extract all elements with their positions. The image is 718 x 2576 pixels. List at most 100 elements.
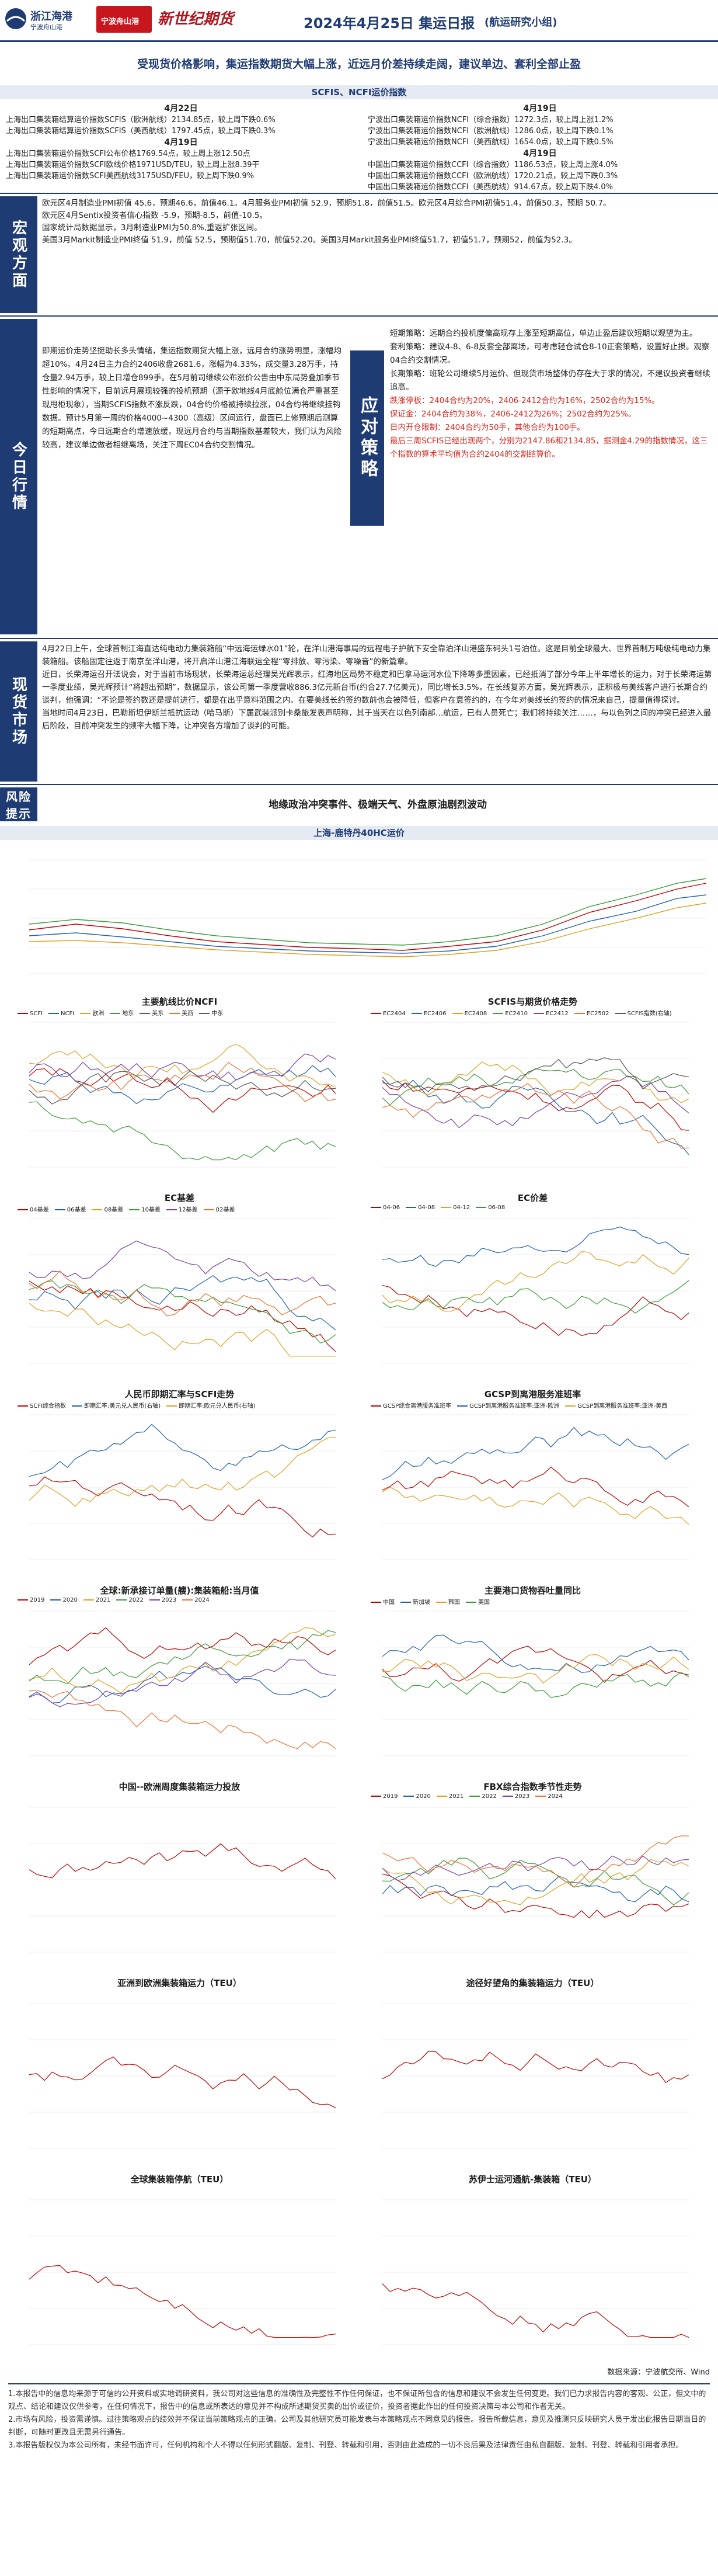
legend-swatch xyxy=(169,1013,180,1014)
legend-swatch xyxy=(149,1599,160,1601)
series-line xyxy=(29,1303,336,1357)
legend-swatch xyxy=(411,1013,422,1014)
chart-c14: 苏伊士运河通航-集装箱（TEU） xyxy=(359,2171,706,2362)
index-left-panel: 4月22日 上海出口集装箱结算运价指数SCFIS（欧洲航线）2134.85点，较… xyxy=(6,103,356,182)
legend-swatch xyxy=(574,1013,585,1014)
spot-line: 近日，长荣海运召开法说会，对于当前市场现状，长荣海运总经理吴光辉表示，红海地区局… xyxy=(42,670,712,705)
legend-label: 2020 xyxy=(416,1793,431,1800)
legend-swatch xyxy=(203,1209,214,1210)
legend-entry: 2020 xyxy=(50,1597,78,1603)
ningbo-logo: 宁波舟山港 xyxy=(96,6,152,33)
spot-body: 4月22日上午，全球首制江海直达纯电动力集装箱船“中远海运绿水01”轮，在洋山港… xyxy=(42,643,713,732)
today-label: 今日行情 xyxy=(0,319,37,634)
chart-c10: FBX综合指数季节性走势 2019 2020 2021 2022 2023 2024 xyxy=(359,1778,706,1970)
futures-logo: 新世纪期货 xyxy=(158,11,234,28)
legend-swatch xyxy=(182,1599,193,1601)
index-right-line: 宁波出口集装箱运价指数NCFI（欧洲航线）1286.0点，较上周下跌0.1% xyxy=(368,127,614,136)
legend-swatch xyxy=(436,1796,447,1797)
chart-legend: 中国 新加坡 韩国 美国 xyxy=(371,1597,496,1606)
legend-swatch xyxy=(129,1209,140,1210)
legend-entry: SCFI综合指数 xyxy=(18,1401,66,1409)
legend-label: 2023 xyxy=(514,1793,530,1800)
legend-label: 10基差 xyxy=(141,1207,161,1213)
divider xyxy=(0,784,718,785)
series-line xyxy=(29,1437,336,1507)
chart-title: 全球:新承接订单量(艘):集装箱船:当月值 xyxy=(100,1585,259,1596)
legend-swatch xyxy=(166,1405,177,1407)
series-line xyxy=(29,1070,336,1105)
series-line xyxy=(382,1280,689,1314)
report-tag: (航运研究小组) xyxy=(485,16,557,29)
legend-label: GCSP到离港服务准班率:亚洲-欧洲 xyxy=(469,1403,560,1409)
legend-swatch xyxy=(18,1599,28,1601)
macro-line: 国家统计局数据显示，3月制造业PMI为50.8%,重返扩张区间。 xyxy=(42,223,262,232)
legend-label: GCSP到离港服务准班率:亚洲-美西 xyxy=(577,1403,668,1409)
series-line xyxy=(382,1251,689,1312)
legend-entry: 2021 xyxy=(83,1597,110,1603)
chart-title: 全球集装箱停航（TEU） xyxy=(130,2174,229,2185)
legend-entry: SCFIS指数(右轴) xyxy=(615,1008,672,1017)
legend-entry: GCSP到离港服务准班率:亚洲-美西 xyxy=(565,1401,667,1409)
index-bar: SCFIS、NCFI运价指数 xyxy=(0,85,718,99)
index-right-line: 宁波出口集装箱运价指数NCFI（美西航线）1654.0点，较上周下跌0.5% xyxy=(368,138,614,147)
legend-swatch xyxy=(457,1405,468,1407)
legend-label: 韩国 xyxy=(448,1599,460,1606)
legend-swatch xyxy=(493,1013,504,1014)
strategy-line: 短期策略：远期合约投机度偏高现存上涨至短期高位，单边止盈后建议短期以观望为主。 xyxy=(390,329,698,338)
legend-entry: 08基差 xyxy=(92,1204,123,1213)
chart-c6: GCSP到离港服务准班率 GCSP综合离港服务准班率 GCSP到离港服务准班率:亚洲… xyxy=(359,1386,706,1577)
macro-body: 欧元区4月制造业PMI初值 45.6，预期46.6，前值46.1。4月服务业PM… xyxy=(42,197,713,247)
chart-c13: 全球集装箱停航（TEU） xyxy=(6,2171,353,2362)
legend-label: EC2412 xyxy=(546,1011,569,1017)
index-right-date2: 4月19日 xyxy=(523,149,557,158)
chart-title: EC价差 xyxy=(517,1193,548,1203)
series-line xyxy=(29,1062,336,1102)
legend-entry: 2021 xyxy=(436,1793,463,1800)
series-line xyxy=(382,1654,689,1684)
chart-plot xyxy=(29,1218,336,1364)
series-line xyxy=(382,1634,689,1673)
legend-label: 中国 xyxy=(383,1599,395,1606)
chart-c12: 途径好望角的集装箱运力（TEU） xyxy=(359,1974,706,2166)
legend-entry: 2020 xyxy=(403,1793,431,1800)
chart-legend: SCFI NCFI 欧洲 地东 美东 美西 中东 xyxy=(18,1008,229,1017)
legend-swatch xyxy=(48,1013,60,1014)
chart-plot xyxy=(382,1807,689,1953)
chart-c9: 中国--欧洲周度集装箱运力投放 xyxy=(6,1778,353,1970)
legend-entry: 04基差 xyxy=(18,1204,49,1213)
index-left-line: 上海出口集装箱结算运价指数SCFIS（欧洲航线）2134.85点，较上周下跌0.… xyxy=(6,116,276,124)
legend-label: 中东 xyxy=(211,1011,224,1017)
series-line xyxy=(29,1101,336,1161)
risk-text: 地缘政治冲突事件、极端天气、外盘原油剧烈波动 xyxy=(269,799,487,811)
legend-swatch xyxy=(502,1796,513,1797)
strategy-line: 日内开仓限制：2404合约为50手，其他合约为100手。 xyxy=(390,423,585,432)
legend-swatch xyxy=(371,1405,381,1407)
index-right-line: 中国出口集装箱运价指数CCFI（欧洲航线）1720.21点，较上周下跌0.3% xyxy=(368,172,618,180)
series-line xyxy=(382,1855,689,1881)
disclaimer-line: 2.市场有风险，投资需谨慎。过往策略观点的绩效并不保证当前策略观点的正确。公司及… xyxy=(8,2415,706,2437)
legend-entry: SCFI xyxy=(18,1011,43,1017)
legend-label: 06-08 xyxy=(488,1204,506,1211)
chart-legend: 2019 2020 2021 2022 2023 2024 xyxy=(371,1793,569,1800)
spot-line: 当地时间4月23日，巴勒斯坦伊斯兰抵抗运动（哈马斯）下属武装派别卡桑旅发表声明称… xyxy=(42,709,712,731)
legend-label: EC2408 xyxy=(464,1011,487,1017)
legend-swatch xyxy=(371,1013,381,1014)
legend-entry: 2023 xyxy=(502,1793,530,1800)
legend-label: 即期汇率:美元兑人民币(右轴) xyxy=(84,1403,161,1409)
chart-legend: GCSP综合离港服务准班率 GCSP到离港服务准班率:亚洲-欧洲 GCSP到离港服务… xyxy=(371,1401,673,1409)
strategy-line: 跌涨停板：2404合约为20%，2406-2412合约为16%，2502合约为1… xyxy=(390,396,660,405)
strategy-label: 应对策略 xyxy=(350,350,384,526)
legend-swatch xyxy=(534,1013,544,1014)
series-line xyxy=(382,1079,689,1155)
chart-plot xyxy=(382,1218,689,1364)
index-left-line: 上海出口集装箱运价指数SCFI公布价格1769.54点，较上周上涨12.50点 xyxy=(6,150,250,158)
port-logo-brand: 浙江海港 xyxy=(30,11,72,23)
series-line xyxy=(29,1280,336,1344)
series-line xyxy=(382,1858,689,1905)
legend-entry: 美东 xyxy=(140,1008,163,1017)
series-line xyxy=(29,1476,336,1538)
source-note: 数据来源：宁波航交所、Wind xyxy=(607,2368,710,2377)
series-line xyxy=(382,1057,689,1092)
chart-title: 人民币即期汇率与SCFI走势 xyxy=(124,1389,235,1400)
legend-entry: 06基差 xyxy=(54,1204,86,1213)
